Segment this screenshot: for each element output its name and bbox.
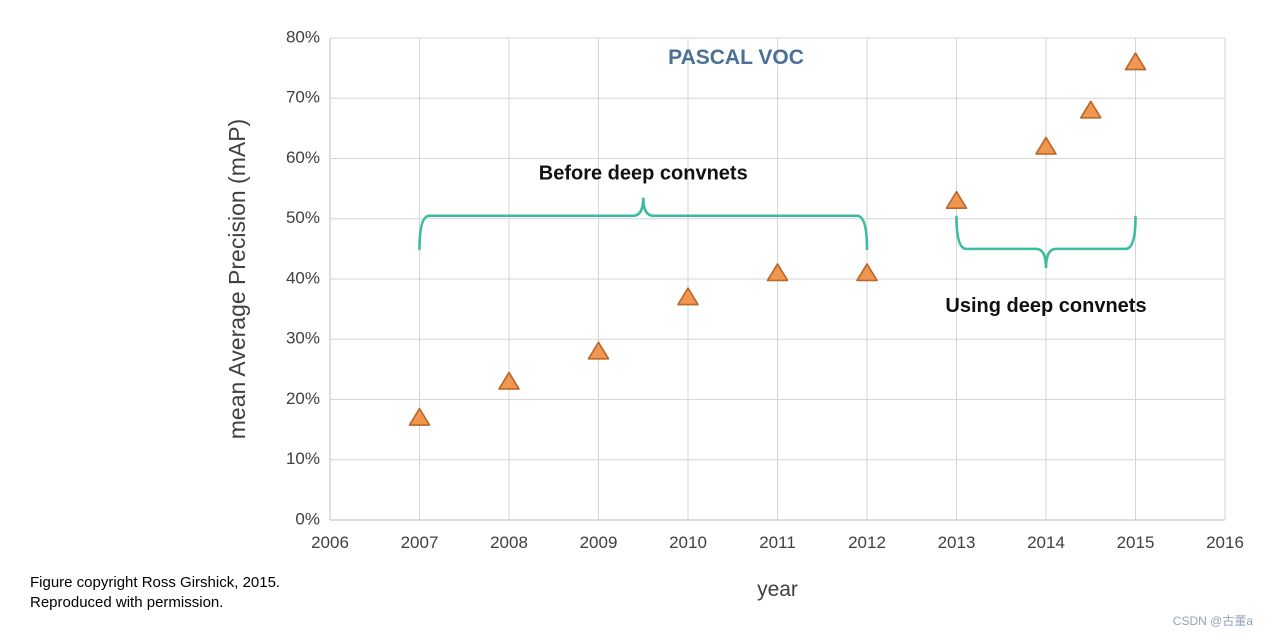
x-tick-label: 2012 — [848, 533, 886, 552]
y-tick-label: 80% — [286, 27, 320, 46]
data-point — [766, 263, 789, 282]
data-point — [1079, 100, 1102, 119]
data-point — [498, 371, 520, 390]
annotation-label: Using deep convnets — [945, 295, 1146, 317]
x-tick-label: 2009 — [580, 533, 618, 552]
y-axis-title: mean Average Precision (mAP) — [224, 119, 250, 439]
annotation-brace — [418, 197, 869, 251]
copyright-line1: Figure copyright Ross Girshick, 2015. — [30, 574, 281, 591]
y-tick-label: 50% — [286, 208, 320, 227]
data-point — [945, 190, 968, 209]
y-tick-label: 0% — [295, 509, 320, 528]
data-point — [1035, 136, 1057, 155]
x-tick-label: 2006 — [311, 533, 349, 552]
chart-title: PASCAL VOC — [668, 46, 804, 69]
x-tick-label: 2010 — [669, 533, 707, 552]
x-axis-title: year — [757, 578, 798, 601]
x-tick-label: 2011 — [759, 533, 796, 552]
y-tick-label: 20% — [286, 389, 320, 408]
x-tick-label: 2008 — [490, 533, 528, 552]
y-tick-label: 30% — [286, 329, 320, 348]
y-tick-label: 10% — [286, 449, 320, 468]
data-point — [587, 341, 610, 360]
data-point — [1124, 52, 1147, 71]
x-tick-label: 2014 — [1027, 533, 1065, 552]
watermark: CSDN @古董a — [1172, 614, 1253, 628]
y-tick-label: 60% — [286, 148, 320, 167]
data-point — [856, 263, 878, 282]
x-tick-label: 2016 — [1206, 533, 1244, 552]
annotation-brace — [955, 215, 1137, 269]
y-tick-label: 40% — [286, 268, 320, 287]
data-point — [408, 407, 431, 426]
x-tick-label: 2007 — [401, 533, 439, 552]
x-tick-label: 2015 — [1117, 533, 1155, 552]
y-tick-label: 70% — [286, 88, 320, 107]
annotation-label: Before deep convnets — [539, 163, 748, 185]
copyright-line2: Reproduced with permission. — [30, 593, 224, 611]
copyright-note: Figure copyright Ross Girshick, 2015. Re… — [30, 573, 280, 613]
x-tick-label: 2013 — [938, 533, 976, 552]
data-point — [677, 287, 699, 306]
